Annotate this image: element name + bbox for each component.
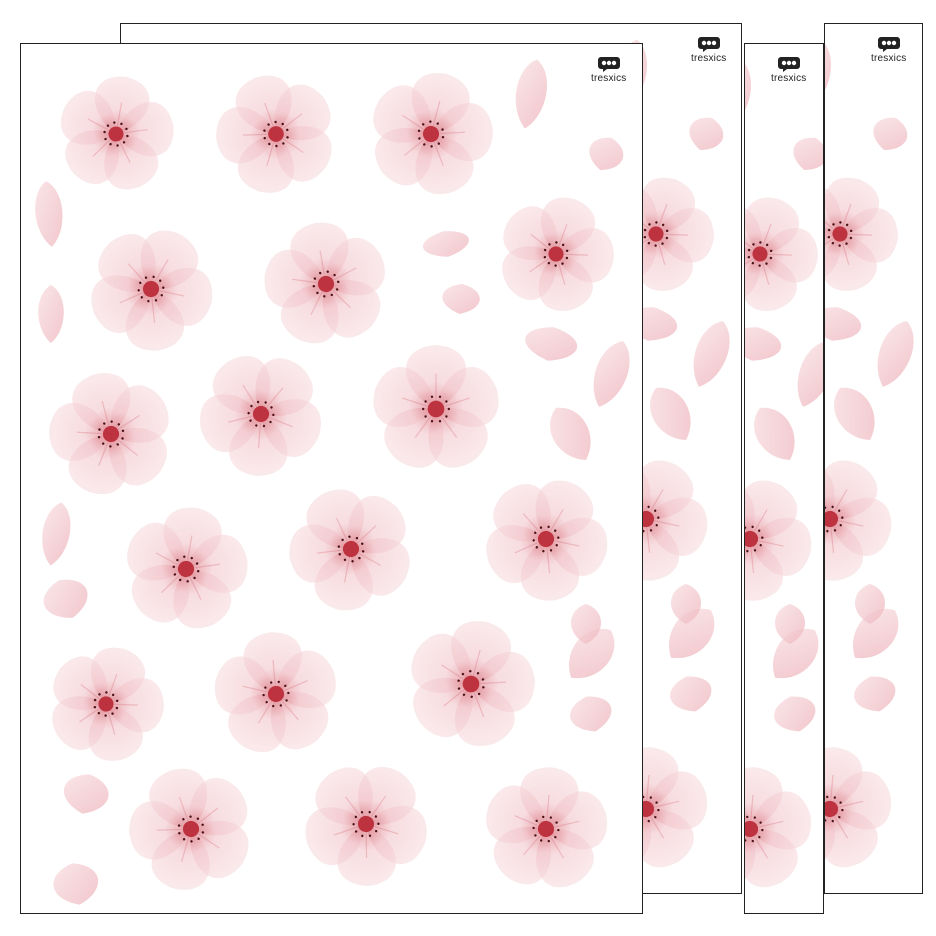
flower [305,766,427,886]
flower [52,647,164,761]
flower [745,767,812,888]
tresxics-logo-icon [697,36,721,52]
petal [593,341,630,407]
flower [264,222,385,344]
flower [825,177,898,291]
petal [422,231,469,257]
brand-name: tresxics [591,73,627,84]
petal [745,59,751,129]
tresxics-logo-icon [777,56,801,72]
tresxics-logo-icon [877,36,901,52]
petal [569,628,615,679]
petal [689,117,724,150]
petal [515,59,547,129]
petal [669,608,715,659]
petal [853,608,899,659]
flower [745,604,759,769]
flower [289,489,410,611]
flower [216,75,332,193]
brand-logo: tresxics [771,56,807,84]
flower-artwork [35,59,630,905]
petal [774,696,816,732]
petal [773,628,819,679]
flower [129,768,249,890]
flower [825,747,892,868]
flower [60,76,174,190]
petal [793,137,823,170]
brand-name: tresxics [871,53,907,64]
petal [797,341,823,407]
petal [834,387,875,440]
petal [825,39,831,109]
flower-artwork [825,39,914,868]
petal [570,696,612,732]
flower [502,197,614,311]
petal [571,604,601,644]
brand-name: tresxics [691,53,727,64]
petal [754,407,795,460]
petal [43,579,88,618]
flower [49,373,169,494]
petal [550,407,591,460]
flower-artwork [745,59,823,888]
petal [877,321,914,387]
petal [442,284,480,314]
petal [671,584,701,624]
tresxics-logo-icon [597,56,621,72]
flower [411,621,535,746]
brand-logo: tresxics [871,36,907,64]
flower [373,345,499,468]
brand-name: tresxics [771,73,807,84]
petal [825,307,862,341]
brand-logo: tresxics [591,56,627,84]
petal [775,604,805,644]
brand-logo: tresxics [691,36,727,64]
flower [373,73,493,194]
petal [873,117,908,150]
sticker-sheet-back-3: tresxics [824,23,923,894]
petal [650,387,691,440]
petal [693,321,730,387]
sticker-sheet-back-2: tresxics [744,43,824,914]
petal [525,327,578,361]
petal [53,863,98,905]
flower [486,767,608,888]
petal [64,774,109,814]
flower [486,480,608,601]
flower [127,507,248,629]
flower [745,480,812,601]
petal [589,137,624,170]
petal [670,676,712,712]
petal [35,181,63,247]
petal [38,285,64,343]
flower [91,230,213,351]
flower [214,632,336,753]
petal [855,584,885,624]
flower [745,197,818,311]
sticker-sheet-front: tresxics [20,43,643,914]
petal [745,327,782,361]
flower [200,356,321,476]
petal [42,502,71,566]
flower [825,460,892,581]
flower [825,584,839,749]
petal [854,676,896,712]
